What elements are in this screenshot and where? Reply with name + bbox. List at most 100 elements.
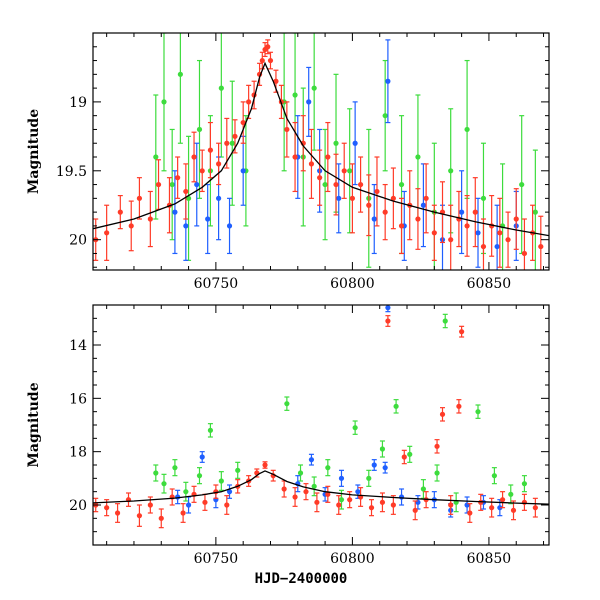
top-green-point [229, 140, 235, 146]
top-blue-point [371, 216, 377, 222]
bottom-blue-point [497, 505, 503, 511]
bottom-green-point [442, 318, 448, 324]
top-red-point [357, 181, 364, 188]
top-red-point [155, 181, 162, 188]
bottom-green-point [196, 473, 203, 479]
bottom-green-point [153, 470, 159, 476]
top-plot-frame [92, 32, 550, 271]
top-red-point [207, 147, 214, 153]
bottom-blue-point [226, 489, 233, 495]
top-red-point [513, 216, 519, 222]
bottom-red-point [336, 502, 342, 508]
top-x-tick-label: 60800 [330, 276, 375, 292]
bottom-red-point [434, 443, 440, 449]
bottom-green-point [434, 470, 440, 476]
top-blue-point [459, 209, 465, 215]
bottom-red-point [390, 502, 396, 508]
bottom-red-point [379, 499, 386, 505]
top-red-point [246, 99, 252, 105]
bottom-red-point [325, 491, 331, 497]
top-panel: 60750 60800 60850 19 19.5 20 Magnitude [26, 32, 550, 292]
top-red-point [374, 188, 380, 195]
top-red-point [415, 216, 421, 222]
bottom-green-point [311, 483, 317, 489]
bottom-green-point [172, 465, 178, 471]
bottom-red-point [521, 499, 528, 505]
top-blue-point [420, 202, 426, 208]
bottom-blue-point [382, 465, 388, 471]
bottom-green-point [235, 467, 241, 473]
top-model-curve [93, 61, 549, 237]
bottom-green-point [379, 446, 386, 452]
top-red-point [480, 243, 487, 250]
bottom-green-point [325, 465, 331, 471]
top-y-tick-label: 19 [69, 95, 87, 111]
bottom-green-point [297, 470, 304, 476]
top-red-point [308, 161, 315, 167]
bottom-red-point [439, 411, 446, 417]
top-y-axis-label: Magnitude [26, 109, 42, 194]
top-red-point [472, 209, 478, 215]
bottom-y-axis-label: Magnitude [26, 382, 42, 467]
top-green-point [415, 154, 421, 160]
top-green-point [448, 168, 454, 174]
top-red-point [273, 78, 279, 84]
top-red-point [292, 154, 298, 160]
bottom-y-tick-label: 20 [69, 498, 87, 514]
top-green-point [382, 113, 388, 119]
top-red-point [366, 202, 372, 208]
top-blue-point [226, 223, 233, 229]
bottom-red-point [292, 494, 298, 500]
top-red-point [390, 195, 396, 201]
top-green-point [218, 85, 224, 91]
bottom-red-point [147, 502, 153, 508]
top-green-point [292, 92, 298, 98]
top-x-tick-label: 60750 [194, 276, 239, 292]
bottom-red-point [368, 505, 375, 511]
bottom-y-tick-label: 18 [69, 445, 87, 461]
bottom-red-point [104, 505, 110, 511]
bottom-blue-point [338, 475, 345, 481]
bottom-blue-point [385, 305, 391, 311]
top-red-point [505, 237, 511, 243]
bottom-green-point [521, 481, 528, 487]
top-green-point [169, 181, 175, 188]
bottom-green-point [218, 478, 224, 484]
top-red-point [117, 209, 123, 215]
bottom-green-point [393, 403, 399, 409]
top-green-point [519, 181, 525, 188]
bottom-green-point [338, 497, 345, 503]
top-green-point [161, 99, 167, 105]
bottom-blue-point [398, 494, 405, 500]
top-blue-point [385, 78, 391, 84]
top-red-point [183, 188, 189, 195]
top-y-tick-label: 20 [69, 233, 87, 249]
bottom-red-point [136, 513, 143, 519]
bottom-blue-point [185, 502, 192, 508]
top-blue-point [183, 223, 189, 229]
top-red-point [423, 195, 429, 201]
top-red-point [265, 44, 271, 50]
top-green-point [311, 85, 317, 91]
top-blue-point [336, 195, 342, 201]
bottom-red-point [499, 497, 506, 503]
top-red-point [259, 57, 265, 64]
bottom-green-point [352, 425, 358, 431]
top-green-point [322, 181, 328, 188]
bottom-green-point [207, 427, 214, 433]
bottom-red-point [385, 318, 391, 324]
bottom-y-tick-label: 14 [69, 338, 87, 354]
top-blue-point [194, 181, 200, 188]
top-red-point [497, 230, 503, 236]
bottom-red-point [224, 502, 230, 508]
top-red-point [191, 154, 197, 160]
top-red-point [521, 250, 528, 257]
top-y-tick-label: 19.5 [56, 164, 87, 180]
bottom-red-point [412, 507, 418, 513]
top-blue-point [494, 243, 500, 250]
bottom-green-point [183, 489, 189, 495]
bottom-y-tick-label: 16 [69, 391, 87, 407]
bottom-x-axis-label: HJD−2400000 [255, 571, 348, 587]
bottom-red-point [459, 329, 465, 335]
